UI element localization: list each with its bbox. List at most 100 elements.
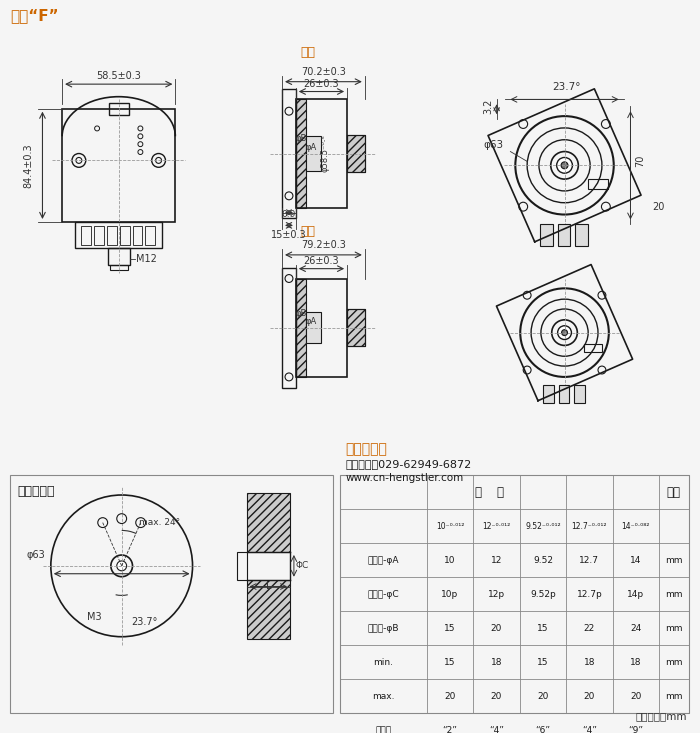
Text: 20: 20 [491, 624, 502, 633]
Bar [282, 268, 296, 388]
Text: www.cn-hengstler.com: www.cn-hengstler.com [345, 474, 463, 483]
Text: “2”: “2” [442, 726, 457, 733]
Text: 空心轴-φA: 空心轴-φA [368, 556, 399, 565]
Bar [306, 136, 321, 172]
Text: φ63: φ63 [26, 550, 45, 560]
Bar [296, 100, 306, 207]
Text: 26±0.3: 26±0.3 [304, 256, 340, 266]
Text: 12.7p: 12.7p [577, 590, 602, 599]
Text: 23.7°: 23.7° [132, 617, 158, 627]
Bar [340, 475, 689, 713]
Text: 70.2±0.3: 70.2±0.3 [301, 67, 346, 77]
Text: 14⁻⁰·⁰⁸²: 14⁻⁰·⁰⁸² [622, 522, 650, 531]
Text: max.: max. [372, 692, 395, 701]
Bar [146, 226, 155, 245]
Bar [347, 135, 365, 172]
Text: 10⁻⁰·⁰¹²: 10⁻⁰·⁰¹² [436, 522, 464, 531]
Text: 12: 12 [491, 556, 502, 565]
Text: φA: φA [306, 143, 317, 152]
Text: “4”: “4” [489, 726, 504, 733]
Text: 24: 24 [630, 624, 641, 633]
Text: mm: mm [665, 590, 682, 599]
Text: φA: φA [306, 317, 317, 325]
Bar [347, 135, 365, 172]
Text: “4”: “4” [582, 726, 597, 733]
Text: M3: M3 [87, 612, 101, 622]
Text: L: L [265, 581, 271, 592]
Bar [94, 226, 104, 245]
Text: φ63: φ63 [484, 139, 503, 150]
Text: 20: 20 [584, 692, 595, 701]
Bar [246, 580, 290, 638]
Text: φB: φB [295, 133, 307, 143]
Text: min.: min. [374, 658, 393, 667]
Bar [108, 248, 130, 265]
Circle shape [117, 561, 127, 571]
Text: 单圈: 单圈 [301, 46, 316, 59]
Bar [543, 385, 554, 403]
Bar [120, 226, 130, 245]
Text: 客户服务：029-62949-6872: 客户服务：029-62949-6872 [345, 460, 471, 469]
Text: 23.7°: 23.7° [552, 81, 581, 92]
Text: 15: 15 [537, 658, 549, 667]
Text: 79.2±0.3: 79.2±0.3 [301, 240, 346, 250]
Bar [109, 103, 129, 114]
Text: 10: 10 [444, 556, 456, 565]
Text: 18: 18 [630, 658, 641, 667]
Text: 15±0.3: 15±0.3 [271, 230, 307, 240]
Text: 单位: 单位 [667, 486, 681, 499]
Bar [296, 279, 347, 377]
Text: 58.5±0.3: 58.5±0.3 [97, 71, 141, 81]
Bar [132, 226, 142, 245]
Bar [296, 279, 306, 377]
Text: 15: 15 [444, 658, 456, 667]
Text: 18: 18 [584, 658, 595, 667]
Text: 9.52⁻⁰·⁰¹²: 9.52⁻⁰·⁰¹² [525, 522, 561, 531]
Text: φ58.5⁻⁰⋅⁵: φ58.5⁻⁰⋅⁵ [321, 135, 330, 172]
Bar [347, 309, 365, 347]
Text: φB: φB [295, 309, 307, 318]
Text: 84.4±0.3: 84.4±0.3 [24, 143, 34, 188]
Circle shape [558, 325, 571, 339]
Bar [110, 265, 127, 270]
Text: 10p: 10p [442, 590, 458, 599]
Bar [540, 224, 553, 246]
Bar [559, 385, 570, 403]
Text: mm: mm [665, 556, 682, 565]
Text: 20: 20 [537, 692, 549, 701]
Text: 夹紧环-φB: 夹紧环-φB [368, 624, 399, 633]
Text: 连接轴-φC: 连接轴-φC [368, 590, 399, 599]
Text: 客户安装侧: 客户安装侧 [18, 485, 55, 498]
Bar [62, 108, 175, 222]
Text: M12: M12 [136, 254, 158, 265]
Text: mm: mm [665, 692, 682, 701]
Bar [584, 345, 601, 353]
Text: max. 24°: max. 24° [139, 517, 181, 526]
Bar [296, 100, 347, 207]
Bar [107, 226, 117, 245]
Bar [575, 224, 588, 246]
Text: ΦC: ΦC [296, 561, 309, 570]
Text: 26±0.3: 26±0.3 [304, 78, 340, 89]
Bar [282, 89, 296, 218]
Bar [10, 475, 333, 713]
Text: 轴套“F”: 轴套“F” [10, 8, 59, 23]
Text: 尺    寸: 尺 寸 [475, 486, 504, 499]
Text: 14p: 14p [627, 590, 644, 599]
Text: 12p: 12p [488, 590, 505, 599]
Text: 14: 14 [630, 556, 641, 565]
Text: 18: 18 [491, 658, 502, 667]
Bar [347, 309, 365, 347]
Bar [306, 312, 321, 344]
Circle shape [556, 158, 573, 173]
Text: “9”: “9” [629, 726, 643, 733]
Circle shape [561, 330, 568, 336]
Text: 3.2: 3.2 [484, 99, 494, 114]
Bar [588, 179, 608, 189]
Text: “6”: “6” [536, 726, 550, 733]
Text: 20: 20 [491, 692, 502, 701]
Bar [575, 385, 585, 403]
Text: 9.52: 9.52 [533, 556, 553, 565]
Text: 12⁻⁰·⁰¹²: 12⁻⁰·⁰¹² [482, 522, 510, 531]
Bar [558, 224, 570, 246]
